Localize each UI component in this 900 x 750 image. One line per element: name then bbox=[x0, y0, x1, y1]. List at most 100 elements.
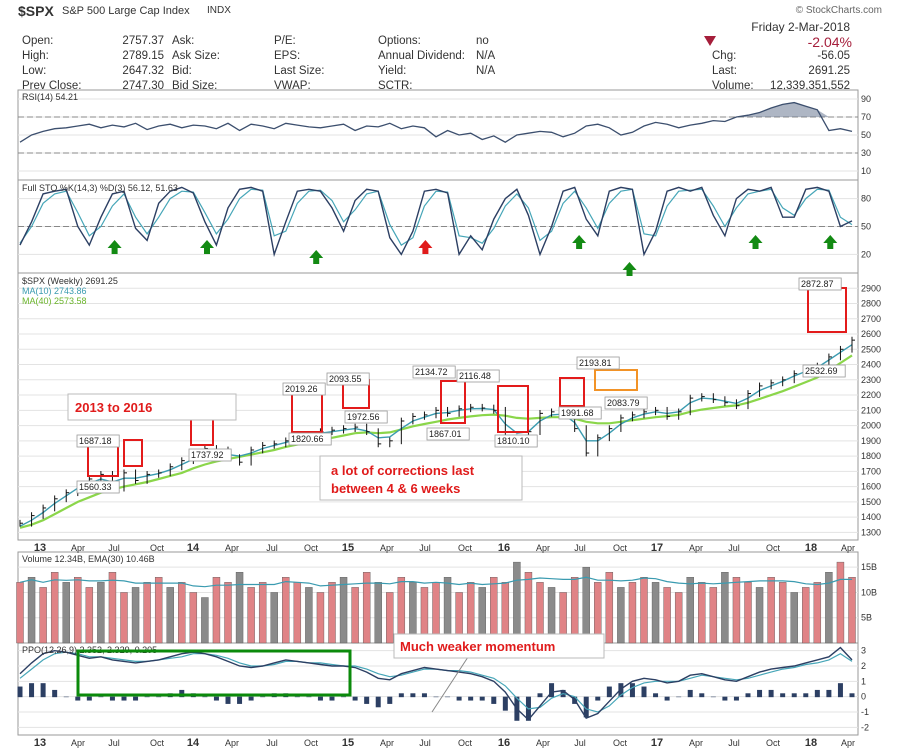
correction-box-6 bbox=[497, 385, 529, 433]
ppo-histogram-bar bbox=[133, 696, 139, 701]
volume-bar bbox=[166, 587, 174, 644]
note-years: 2013 to 2016 bbox=[75, 400, 152, 415]
ppo-histogram-bar bbox=[248, 696, 254, 701]
rsi-overbought-fill bbox=[20, 102, 852, 117]
x-tick-label: Jul bbox=[419, 738, 431, 748]
volume-bar bbox=[490, 577, 498, 644]
level-label-6: 1972.56 bbox=[347, 412, 380, 422]
ppo-histogram-bar bbox=[121, 696, 127, 701]
y-tick-label: 1700 bbox=[861, 466, 881, 476]
sto-title: Full STO %K(14,3) %D(3) 56.12, 51.63 bbox=[22, 183, 178, 193]
volume-bar bbox=[674, 592, 683, 644]
y-tick-label: 2300 bbox=[861, 375, 881, 385]
ppo-histogram-bar bbox=[664, 696, 670, 701]
x-tick-label: Apr bbox=[841, 543, 855, 553]
level-label-bg-13 bbox=[604, 396, 648, 410]
ppo-histogram-bar bbox=[745, 693, 751, 698]
volume-bar bbox=[39, 587, 47, 644]
y-tick-label: 1 bbox=[861, 676, 866, 686]
high-value: 2789.15 bbox=[122, 50, 164, 62]
x-tick-label: Jul bbox=[108, 543, 120, 553]
volume-bar bbox=[316, 592, 325, 644]
open-label: Open: bbox=[22, 35, 54, 47]
rsi-line bbox=[19, 101, 853, 143]
quote-col-1-values: 2757.37 2789.15 2647.32 2747.30 bbox=[92, 34, 164, 94]
quote-col-4: Options: Annual Dividend: Yield: SCTR: bbox=[378, 34, 465, 94]
low-value: 2647.32 bbox=[122, 65, 164, 77]
y-tick-label: 1900 bbox=[861, 436, 881, 446]
ppo-histogram-bar bbox=[653, 693, 659, 698]
level-label-14: 2872.87 bbox=[801, 279, 834, 289]
y-tick-label: 2900 bbox=[861, 283, 881, 293]
y-tick-label: -2 bbox=[861, 722, 869, 732]
volume-bar bbox=[524, 572, 533, 644]
x-tick-label: Apr bbox=[380, 738, 394, 748]
level-label-bg-10 bbox=[494, 434, 538, 448]
volume-bar bbox=[628, 582, 637, 644]
ppo-histogram-bar bbox=[109, 696, 115, 701]
volume-bar bbox=[663, 587, 671, 644]
volume-bar bbox=[270, 592, 278, 644]
x-tick-label: Apr bbox=[225, 543, 239, 553]
volume-bar bbox=[351, 587, 359, 644]
y-tick-label: 15B bbox=[861, 562, 877, 572]
volume-bar bbox=[848, 577, 856, 644]
ppo-histogram-bar bbox=[17, 686, 23, 698]
volume-bar bbox=[189, 592, 198, 644]
high-label: High: bbox=[22, 50, 49, 62]
x-tick-label: Apr bbox=[536, 543, 550, 553]
ppo-histogram-bar bbox=[29, 683, 35, 698]
ppo-histogram-bar bbox=[468, 696, 474, 701]
volume-bar bbox=[778, 582, 787, 644]
y-tick-label: 1500 bbox=[861, 497, 881, 507]
x-tick-label: Jul bbox=[728, 738, 740, 748]
ppo-histogram-bar bbox=[803, 693, 809, 698]
note-corrections-line1: a lot of corrections last bbox=[331, 463, 475, 478]
ppo-histogram-bar bbox=[237, 696, 243, 704]
y-tick-label: 2100 bbox=[861, 405, 881, 415]
level-label-bg-9 bbox=[456, 369, 500, 383]
y-tick-label: 70 bbox=[861, 112, 871, 122]
x-tick-label: Oct bbox=[613, 543, 628, 553]
ppo-histogram-bar bbox=[433, 696, 439, 698]
ppo-histogram-bar bbox=[687, 689, 693, 698]
sto-arrow-marker-0 bbox=[107, 240, 122, 254]
chg-value: -56.05 bbox=[817, 50, 850, 62]
eps-label: EPS: bbox=[274, 50, 301, 62]
ppo-histogram-bar bbox=[352, 696, 358, 701]
y-tick-label: 1400 bbox=[861, 512, 881, 522]
ppo-histogram-bar bbox=[549, 683, 555, 698]
level-label-12: 1991.68 bbox=[561, 408, 594, 418]
level-label-bg-12 bbox=[558, 406, 602, 420]
ppo-histogram-bar bbox=[710, 696, 716, 698]
x-tick-label: Oct bbox=[766, 738, 781, 748]
ppo-histogram-bar bbox=[768, 689, 774, 698]
date: Friday 2-Mar-2018 bbox=[751, 20, 850, 34]
sto-arrow-marker-3 bbox=[418, 240, 433, 254]
x-tick-label: Apr bbox=[689, 738, 703, 748]
x-tick-label: Jul bbox=[419, 543, 431, 553]
ppo-histogram-bar bbox=[387, 696, 393, 704]
y-tick-label: 0 bbox=[861, 692, 866, 702]
volume-bar bbox=[62, 582, 70, 644]
y-tick-label: 90 bbox=[861, 94, 871, 104]
y-tick-label: 20 bbox=[861, 249, 871, 259]
level-label-13: 2083.79 bbox=[607, 398, 640, 408]
options-value: no bbox=[476, 35, 489, 47]
ppo-histogram-bar bbox=[814, 689, 820, 698]
level-label-0: 1687.18 bbox=[79, 436, 112, 446]
x-tick-label: Apr bbox=[536, 738, 550, 748]
volume-bar bbox=[374, 582, 382, 644]
x-tick-label: Oct bbox=[150, 543, 165, 553]
volume-bar bbox=[235, 572, 244, 644]
correction-box-5 bbox=[440, 380, 466, 424]
volume-title: Volume 12.34B, EMA(30) 10.46B bbox=[22, 554, 155, 564]
level-label-1: 1560.33 bbox=[79, 482, 112, 492]
level-label-bg-3 bbox=[282, 382, 326, 396]
ppo-histogram-bar bbox=[757, 689, 763, 698]
annual-dividend-label: Annual Dividend: bbox=[378, 50, 465, 62]
volume-bar bbox=[640, 577, 648, 644]
ppo-histogram-bar bbox=[780, 693, 786, 698]
volume-bar bbox=[709, 587, 718, 644]
